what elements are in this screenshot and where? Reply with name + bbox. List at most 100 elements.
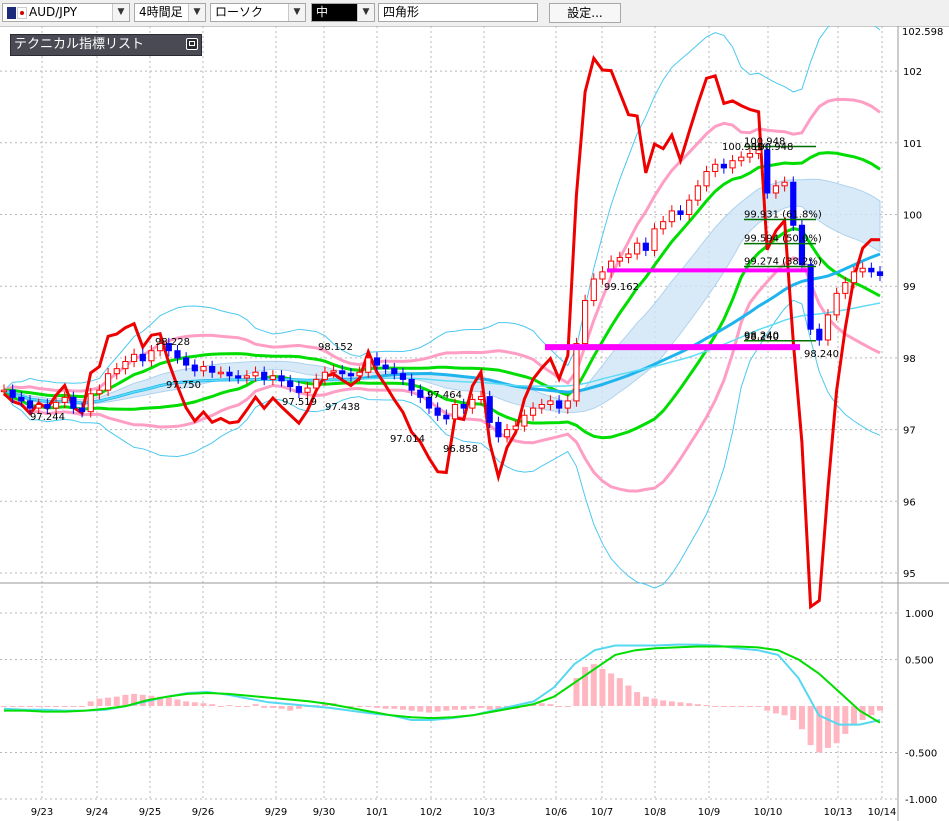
time-axis-tick-label: 9/25 [139,807,161,818]
candle-up [651,228,658,251]
macd-histogram-bar [313,705,320,707]
longest-ma-line [3,302,881,404]
price-label: 100.989 [722,142,763,153]
macd-histogram-bar [399,706,406,710]
macd-histogram-bar [53,706,60,707]
macd-histogram-bar [165,697,172,706]
candle-up [703,170,710,187]
macd-histogram-bar [61,706,68,707]
macd-histogram-bar [408,706,415,711]
macd-histogram-bar [96,698,103,706]
candle-up [547,400,554,406]
macd-histogram-bar [790,706,797,720]
indicator-list-panel[interactable]: テクニカル指標リスト [10,34,202,56]
macd-histogram-bar [157,696,164,706]
window-toggle-icon[interactable] [186,38,198,50]
signal-line [4,645,881,724]
macd-histogram-bar [460,706,467,710]
candle-down [807,264,814,330]
chevron-down-icon[interactable]: ▼ [288,4,305,21]
candle-down [226,371,233,377]
settings-button[interactable]: 設定... [549,3,621,23]
macd-histogram-bar [434,706,441,712]
macd-axis-tick-label: -0.500 [905,749,937,760]
macd-histogram-bar [842,706,849,734]
chart-style-select[interactable]: ローソク ▼ [210,3,306,22]
price-axis-tick-label: 101 [903,139,922,150]
macd-histogram-bar [417,706,424,712]
candle-down [26,400,34,409]
macd-axis-tick-label: 0.500 [905,656,934,667]
chevron-down-icon[interactable]: ▼ [112,4,129,21]
macd-histogram-bar [547,704,554,706]
candle-up [35,404,42,409]
macd-histogram-bar [564,706,571,707]
macd-histogram-bar [261,706,268,708]
candle-up [660,221,667,230]
candle-down [174,350,181,359]
chart-canvas[interactable]: 100.948 99.931 (61.8%) 99.594 (50.0%) 99.27… [0,26,949,821]
candle-down [165,343,172,352]
chevron-down-icon[interactable]: ▼ [357,4,374,21]
candle-up [781,181,788,187]
candle-down [295,386,302,393]
timeframe-select[interactable]: 4時間足 ▼ [134,3,206,22]
candle-up [148,350,155,362]
candle-down [642,242,649,251]
macd-histogram-bar [252,704,259,706]
candle-up [365,357,372,373]
macd-histogram-bar [295,706,302,709]
chevron-down-icon[interactable]: ▼ [188,4,205,21]
shape-select[interactable]: 四角形 [378,3,538,22]
candle-up [859,267,866,273]
price-label: 97.014 [390,434,425,445]
candle-up [521,414,528,427]
candle-up [590,278,597,302]
candle-up [269,375,276,380]
candle-up [104,373,112,391]
candle-up [616,257,623,262]
candle-up [738,156,745,162]
candle-down [373,357,381,366]
candle-up [157,343,164,352]
candle-up [96,389,103,395]
line-width-select[interactable]: 中 ▼ [311,3,375,22]
macd-histogram-bar [209,704,216,706]
candle-up [512,425,519,431]
macd-histogram-bar [478,706,485,708]
symbol-label: AUD/JPY [29,5,78,19]
macd-histogram-bar [113,696,120,706]
fibonacci-level-label: 99.931 (61.8%) [744,209,822,220]
price-axis-tick-label: 96 [903,497,916,508]
price-axis-tick-label: 100 [903,211,922,222]
candle-up [313,378,320,389]
price-label: 98.240 [744,332,779,343]
time-axis-tick-label: 9/24 [86,807,108,818]
price-label: 98.240 [804,349,839,360]
macd-histogram-bar [391,706,398,709]
fibonacci-level-label: 98.240 [744,331,779,342]
candle-down [278,375,285,382]
candle-up [694,185,701,201]
macd-histogram-bar [868,706,875,716]
price-axis-tick-label: 95 [903,569,916,580]
candle-down [339,370,346,375]
candle-down [44,404,51,409]
macd-histogram-bar [686,703,693,706]
candle-up [833,292,840,316]
candle-down [720,163,727,169]
candle-down [183,357,190,366]
symbol-select[interactable]: AUD/JPY ▼ [2,3,130,22]
indicator-lines [2,26,881,610]
bollinger-lower-3sigma-line [3,299,881,589]
macd-line [3,643,881,726]
macd-histogram-bar [217,706,224,707]
candle-down [555,400,563,409]
macd-histogram-bar [755,706,762,707]
macd-histogram-bar [590,664,597,706]
price-axis-tick-label: 97 [903,426,916,437]
macd-histogram-bar [651,698,658,706]
fibonacci-level-label: 99.274 (38.2%) [744,257,822,268]
candle-down [798,224,806,266]
candle-up [729,160,736,169]
